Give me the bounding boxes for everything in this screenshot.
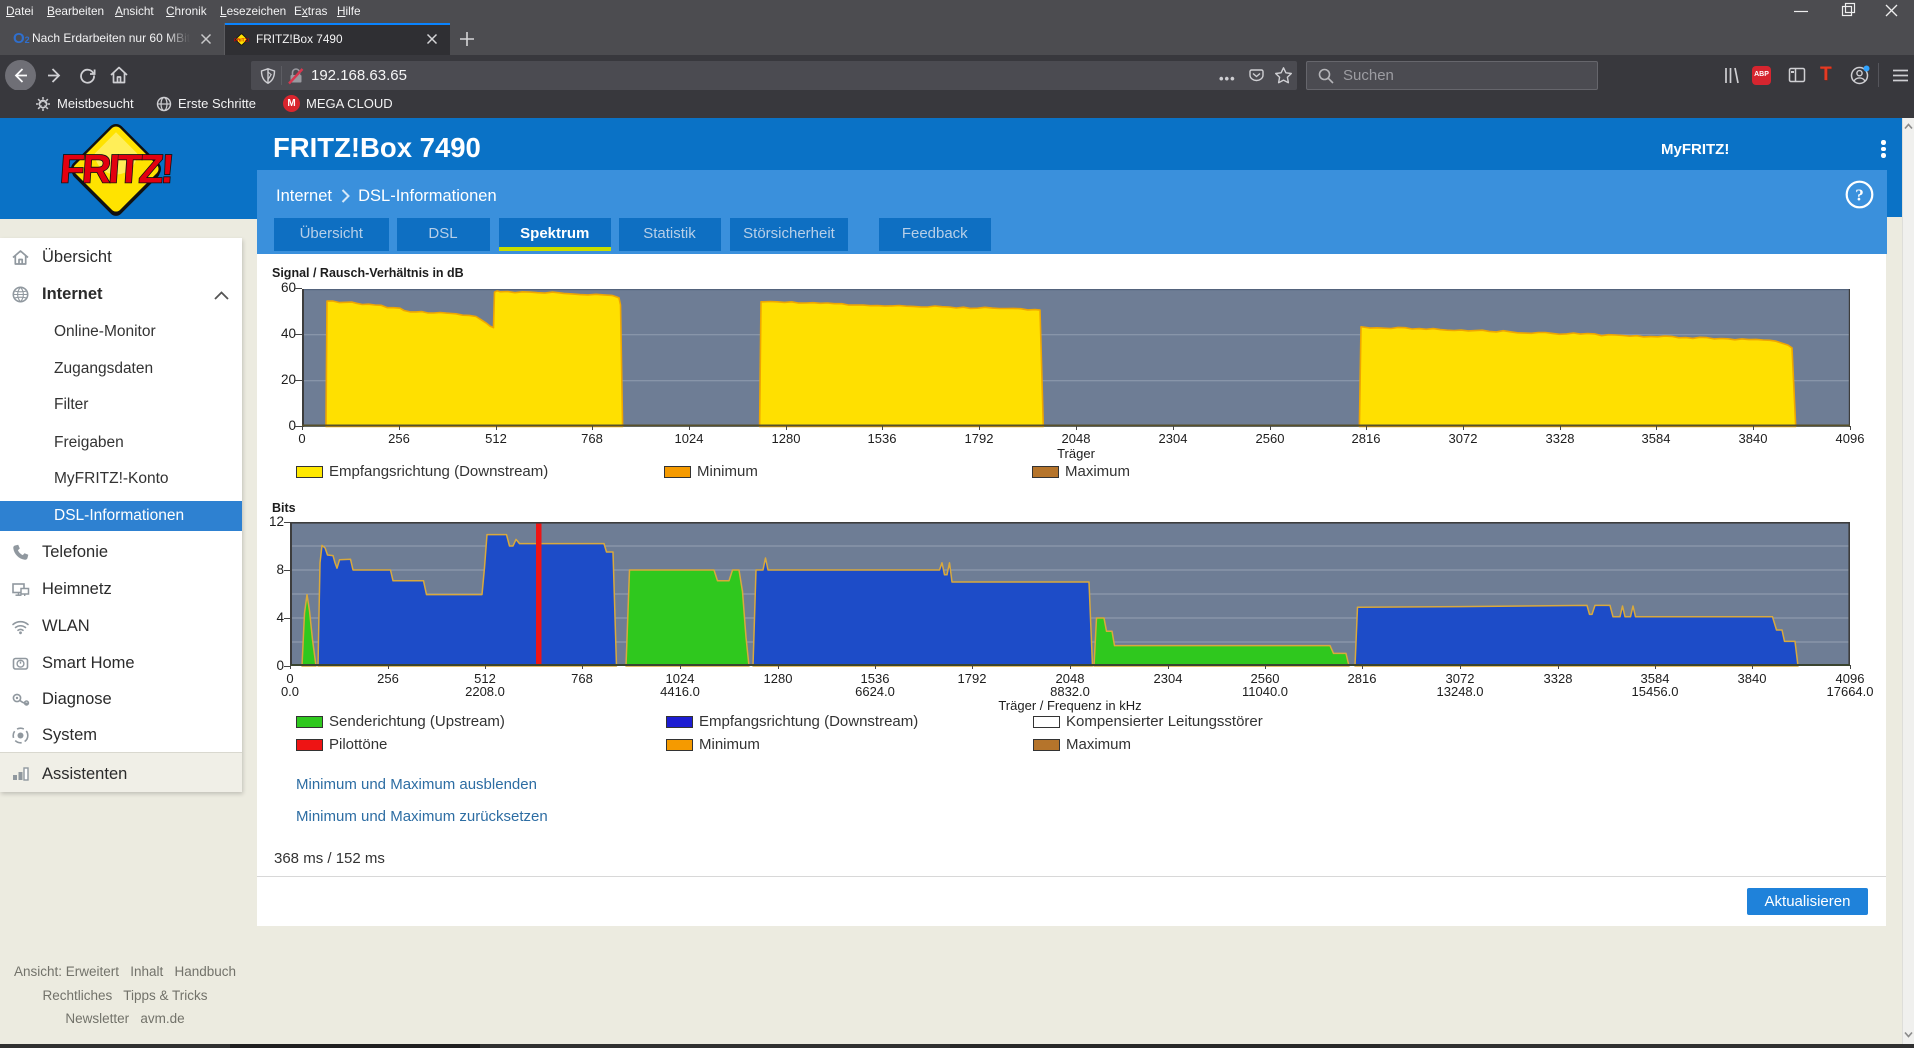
svg-text:FRITZ!: FRITZ! <box>59 148 174 192</box>
svg-text:FRITZ!: FRITZ! <box>234 38 250 44</box>
svg-text:?: ? <box>1855 186 1864 205</box>
